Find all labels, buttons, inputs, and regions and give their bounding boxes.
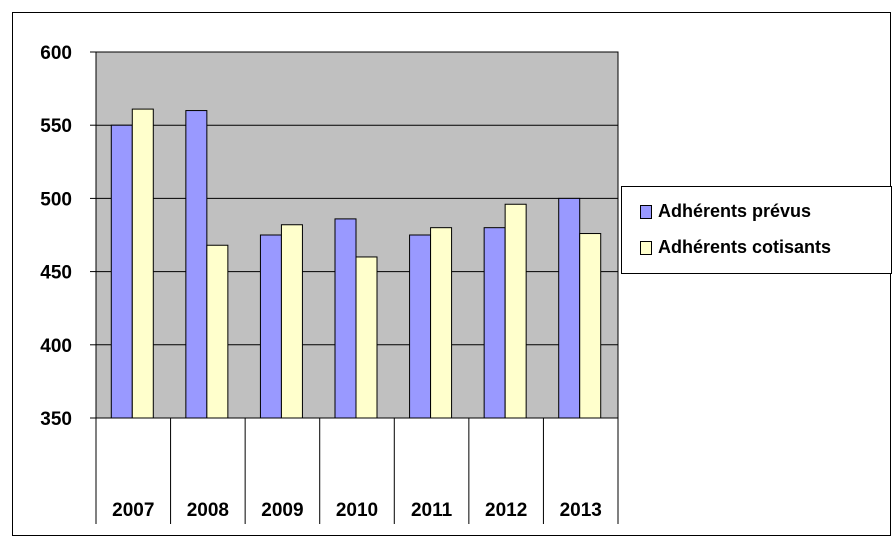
bar-adherents-cotisants [280,224,303,419]
x-category-label: 2007 [112,500,154,521]
x-category-label: 2008 [187,500,229,521]
bar-adherents-cotisants [131,108,154,419]
bar-adherents-cotisants [504,203,527,419]
legend-item-adherents-prevus: Adhérents prévus [640,201,811,222]
legend-item-adherents-cotisants: Adhérents cotisants [640,237,831,258]
bar-adherents-prevus [483,227,506,419]
x-category-label: 2009 [261,500,303,521]
x-category-label: 2012 [485,500,527,521]
y-tick-label: 500 [40,189,72,210]
x-category-label: 2010 [336,500,378,521]
bar-adherents-cotisants [579,233,602,419]
bar-adherents-prevus [409,234,432,419]
y-tick-label: 450 [40,263,72,284]
y-tick-label: 350 [40,409,72,430]
bar-adherents-cotisants [355,256,378,419]
legend-label-adherents-prevus: Adhérents prévus [658,201,812,221]
bar-adherents-prevus [259,234,282,419]
legend-swatch-adherents-cotisants [640,240,652,255]
y-tick-label: 550 [40,116,72,137]
x-category-label: 2013 [560,500,602,521]
bar-adherents-prevus [110,124,133,419]
legend-label-adherents-cotisants: Adhérents cotisants [658,237,832,257]
bar-adherents-prevus [334,218,357,419]
bar-adherents-cotisants [430,227,453,419]
bar-adherents-cotisants [206,244,229,419]
legend: Adhérents prévus Adhérents cotisants [621,186,892,274]
x-category-label: 2011 [411,500,453,521]
y-tick-label: 400 [40,336,72,357]
bar-adherents-prevus [185,110,208,419]
legend-swatch-adherents-prevus [640,204,652,219]
bar-adherents-prevus [558,197,581,419]
y-tick-label: 600 [40,43,72,64]
